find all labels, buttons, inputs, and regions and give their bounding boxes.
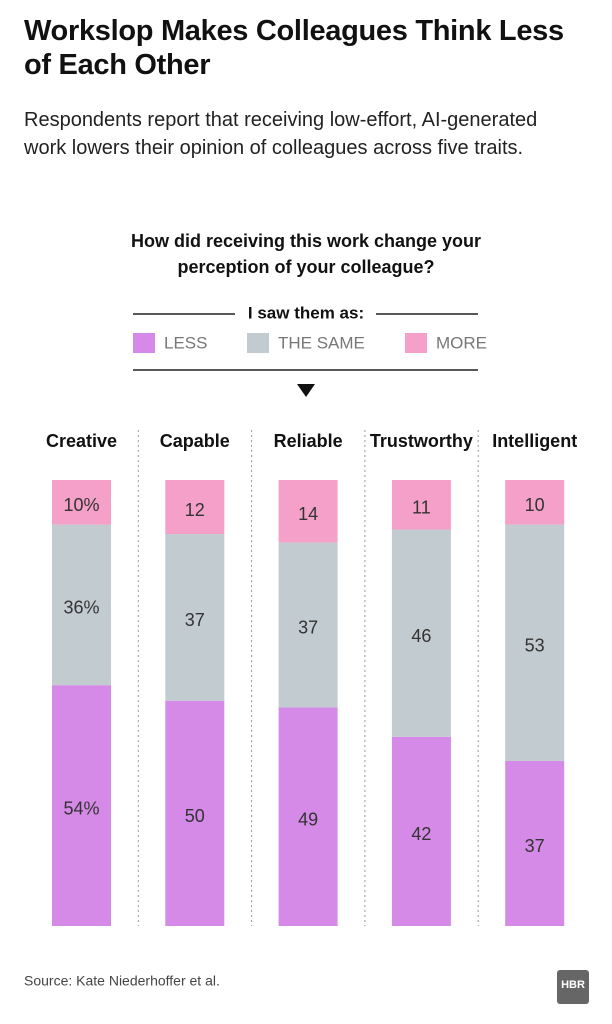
value-label: 37 [185, 610, 205, 630]
value-label: 37 [525, 836, 545, 856]
bar-segment [165, 700, 225, 926]
category-label: Trustworthy [370, 431, 473, 451]
bar-segment [52, 685, 111, 926]
value-label: 12 [185, 500, 205, 520]
logo: HBR [561, 979, 585, 991]
category-label: Reliable [274, 431, 343, 451]
legend-swatch [247, 333, 269, 353]
logo-box [557, 970, 589, 1004]
bar-segment [391, 529, 451, 737]
category-label: Intelligent [492, 431, 577, 451]
legend-title: I saw them as: [248, 303, 364, 322]
legend-label: THE SAME [278, 333, 365, 352]
bar-segment [505, 760, 565, 926]
value-label: 11 [412, 498, 431, 518]
bar-segment [505, 480, 565, 525]
source: Source: Kate Niederhoffer et al. [24, 973, 220, 989]
category-label: Capable [160, 431, 230, 451]
bar-segment [165, 480, 225, 535]
bar-segment [505, 524, 565, 761]
value-label: 53 [525, 636, 545, 656]
value-label: 50 [185, 806, 205, 826]
bar-segment [278, 542, 338, 708]
bar-segment [278, 480, 338, 543]
bar-segment [52, 524, 111, 686]
value-label: 36% [63, 598, 99, 618]
value-label: 54% [63, 798, 99, 818]
chart-title: Workslop Makes Colleagues Think Less of … [24, 15, 564, 81]
value-label: 42 [411, 824, 431, 844]
value-label: 10 [525, 495, 545, 515]
question: How did receiving this work change your … [130, 231, 482, 277]
arrow [297, 384, 315, 397]
value-label: 46 [411, 626, 431, 646]
legend-swatch [133, 333, 155, 353]
category-label: Creative [46, 431, 117, 451]
chart-subtitle: Respondents report that receiving low-ef… [24, 109, 538, 159]
value-label: 14 [298, 504, 318, 524]
value-label: 37 [298, 618, 318, 638]
bar-segment [278, 707, 338, 926]
bar-segment [391, 480, 451, 530]
value-label: 49 [298, 809, 318, 829]
legend-label: MORE [436, 333, 487, 352]
bar-segment [52, 480, 111, 525]
bar-segment [391, 736, 451, 926]
bar-segment [165, 534, 225, 701]
legend-swatch [405, 333, 427, 353]
value-label: 10% [63, 495, 99, 515]
legend-label: LESS [164, 333, 207, 352]
